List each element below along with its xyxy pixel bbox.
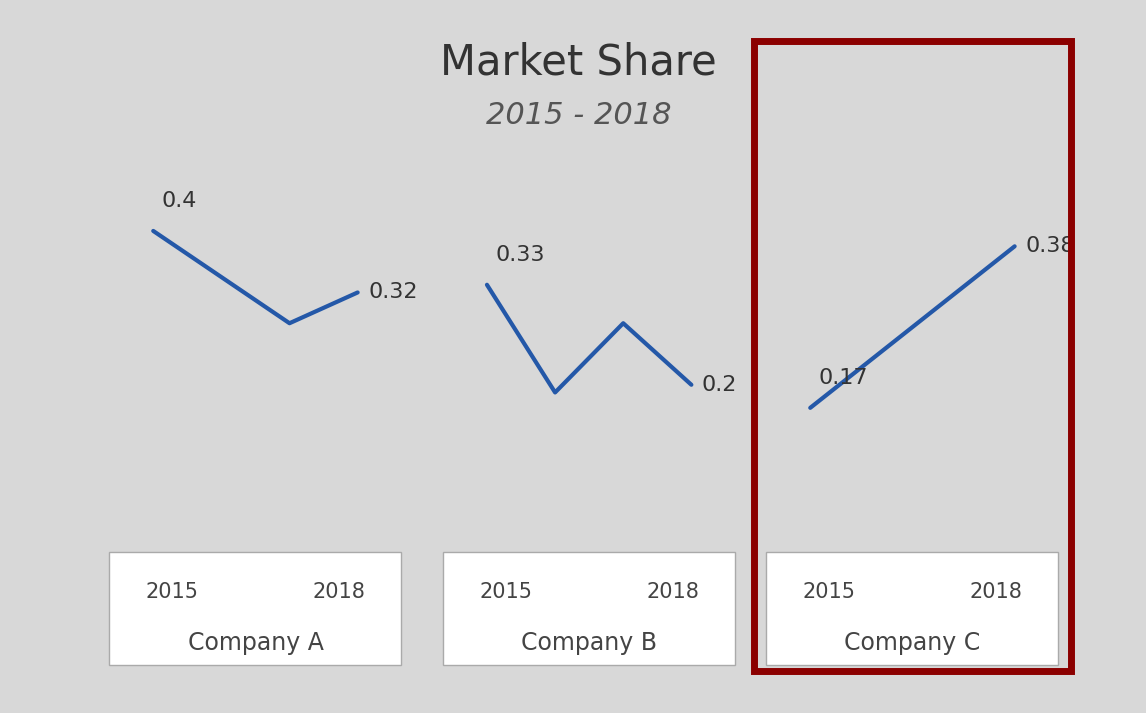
Text: Company C: Company C <box>845 631 981 655</box>
Text: 0.38: 0.38 <box>1025 236 1075 256</box>
Text: Company B: Company B <box>521 631 657 655</box>
Text: 0.33: 0.33 <box>495 245 544 265</box>
FancyBboxPatch shape <box>767 552 1059 665</box>
Text: 2018: 2018 <box>313 582 366 602</box>
Text: Market Share: Market Share <box>440 41 717 83</box>
Text: 2015: 2015 <box>802 582 856 602</box>
Text: 0.2: 0.2 <box>701 375 737 395</box>
Text: 2015 - 2018: 2015 - 2018 <box>486 101 672 130</box>
Text: 2018: 2018 <box>970 582 1022 602</box>
Text: 0.4: 0.4 <box>162 191 197 211</box>
Text: 0.32: 0.32 <box>368 282 417 302</box>
FancyBboxPatch shape <box>110 552 401 665</box>
Text: 2018: 2018 <box>646 582 699 602</box>
Text: 2015: 2015 <box>146 582 198 602</box>
Text: Company A: Company A <box>188 631 323 655</box>
Text: 2015: 2015 <box>479 582 532 602</box>
Text: 0.17: 0.17 <box>818 368 868 388</box>
FancyBboxPatch shape <box>444 552 736 665</box>
